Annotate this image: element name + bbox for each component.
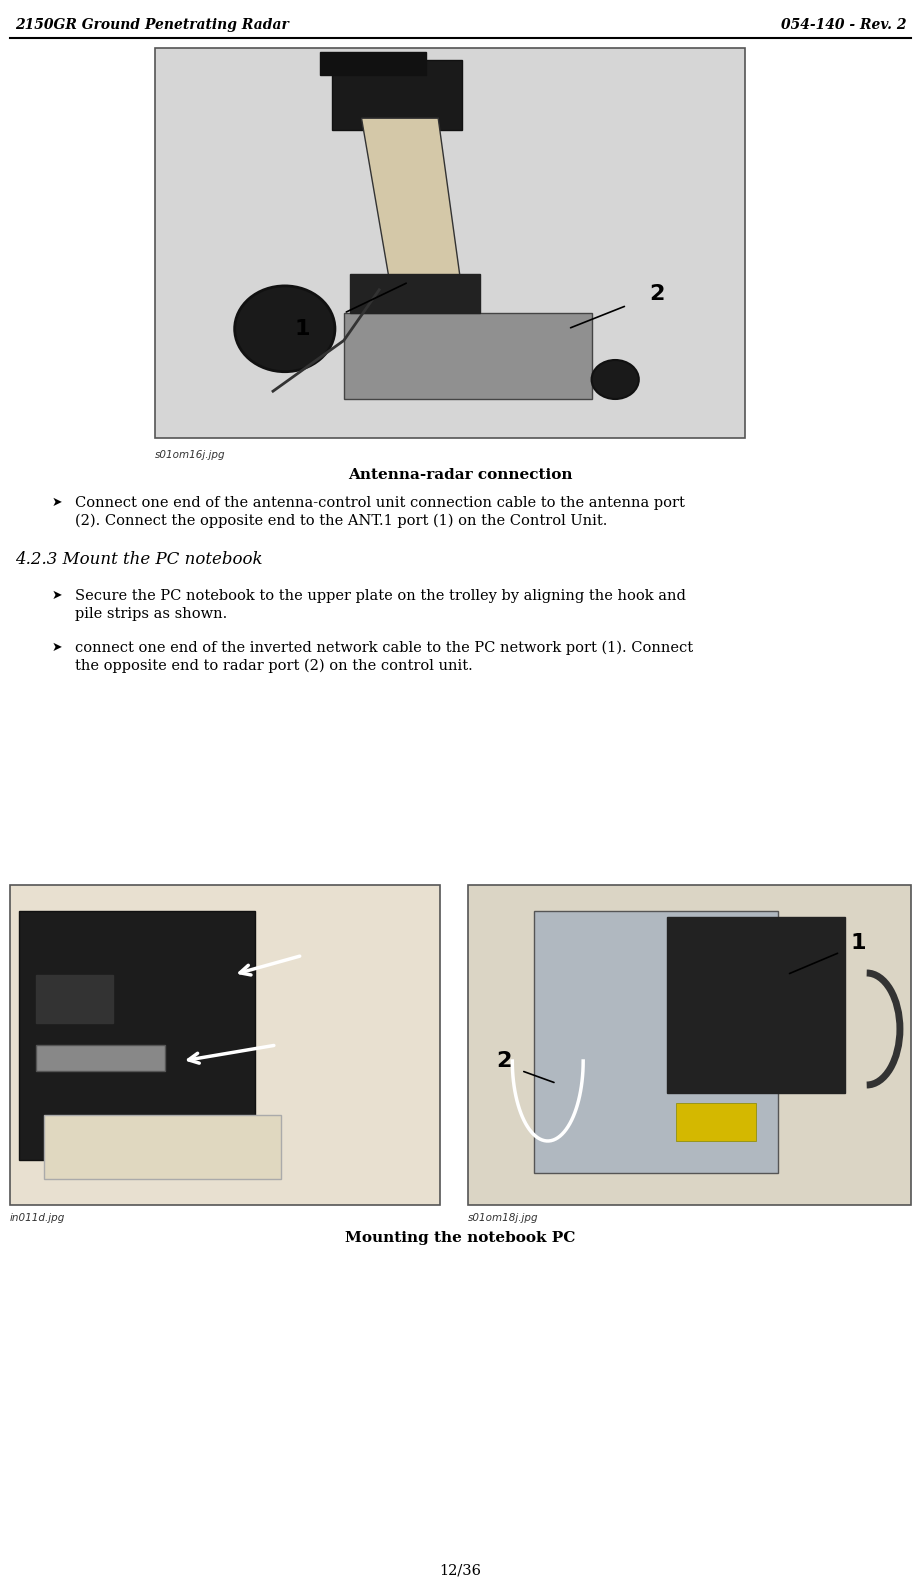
Text: Mounting the notebook PC: Mounting the notebook PC bbox=[345, 1231, 576, 1245]
Bar bbox=[36, 974, 113, 1022]
Text: 2150GR Ground Penetrating Radar: 2150GR Ground Penetrating Radar bbox=[15, 18, 289, 32]
Text: 1: 1 bbox=[850, 933, 866, 952]
Ellipse shape bbox=[591, 360, 639, 400]
Text: ➤: ➤ bbox=[52, 642, 63, 654]
Bar bbox=[350, 274, 480, 314]
Bar bbox=[10, 885, 440, 1205]
Text: pile strips as shown.: pile strips as shown. bbox=[75, 607, 227, 621]
Text: Antenna-radar connection: Antenna-radar connection bbox=[348, 468, 573, 482]
Text: 4.2.3 Mount the PC notebook: 4.2.3 Mount the PC notebook bbox=[15, 551, 262, 568]
Polygon shape bbox=[362, 118, 461, 290]
Bar bbox=[18, 911, 255, 1161]
Text: 2: 2 bbox=[495, 1051, 511, 1071]
Text: 1: 1 bbox=[295, 318, 310, 339]
Bar bbox=[44, 1116, 281, 1180]
Text: ➤: ➤ bbox=[52, 589, 63, 602]
Text: 2: 2 bbox=[648, 283, 664, 304]
Text: Secure the PC notebook to the upper plate on the trolley by aligning the hook an: Secure the PC notebook to the upper plat… bbox=[75, 589, 686, 603]
Text: s01om18j.jpg: s01om18j.jpg bbox=[468, 1213, 539, 1223]
Text: Connect one end of the antenna-control unit connection cable to the antenna port: Connect one end of the antenna-control u… bbox=[75, 497, 685, 509]
Text: 054-140 - Rev. 2: 054-140 - Rev. 2 bbox=[780, 18, 906, 32]
Bar bbox=[676, 1103, 756, 1141]
Bar bbox=[468, 885, 911, 1205]
Text: ➤: ➤ bbox=[52, 497, 63, 509]
Text: connect one end of the inverted network cable to the PC network port (1). Connec: connect one end of the inverted network … bbox=[75, 642, 694, 656]
Text: the opposite end to radar port (2) on the control unit.: the opposite end to radar port (2) on th… bbox=[75, 659, 472, 673]
FancyBboxPatch shape bbox=[332, 59, 461, 131]
Text: (2). Connect the opposite end to the ANT.1 port (1) on the Control Unit.: (2). Connect the opposite end to the ANT… bbox=[75, 514, 607, 529]
Text: s01om16j.jpg: s01om16j.jpg bbox=[155, 451, 226, 460]
FancyBboxPatch shape bbox=[321, 53, 426, 75]
Bar bbox=[534, 911, 778, 1173]
Bar bbox=[155, 48, 745, 438]
Bar bbox=[668, 917, 845, 1094]
Text: 12/36: 12/36 bbox=[439, 1563, 482, 1578]
Bar bbox=[36, 1044, 165, 1070]
Ellipse shape bbox=[235, 287, 335, 371]
Bar bbox=[344, 314, 591, 400]
Text: in011d.jpg: in011d.jpg bbox=[10, 1213, 65, 1223]
